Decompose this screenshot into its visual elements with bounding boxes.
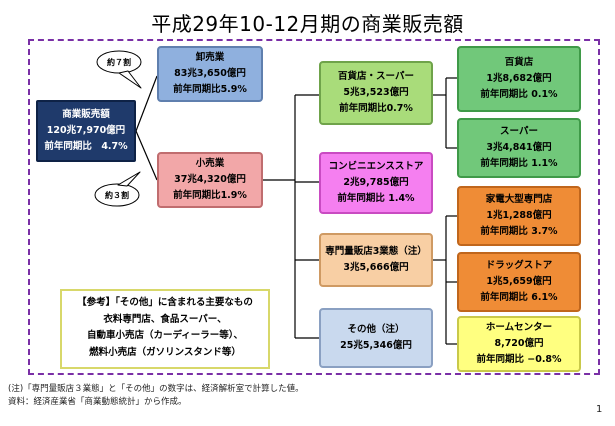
bubble-lower-text: 約３割: [105, 190, 129, 200]
drugstore-box: ドラッグストア 1兆5,659億円 前年同期比 6.1%: [457, 252, 581, 312]
convenience-value: 2兆9,785億円: [343, 177, 409, 189]
connector-total-retail: [135, 130, 158, 181]
retail-value: 37兆4,320億円: [174, 174, 246, 186]
wholesale-label: 卸売業: [195, 52, 225, 64]
total-yoy: 前年同期比 4.7%: [44, 140, 128, 152]
bubble-lower: [94, 171, 141, 207]
other-box: その他（注） 25兆5,346億円: [319, 308, 433, 368]
drugstore-value: 1兆5,659億円: [486, 276, 552, 288]
convenience-box: コンビニエンスストア 2兆9,785億円 前年同期比 1.4%: [319, 152, 433, 214]
home-center-box: ホームセンター 8,720億円 前年同期比 −0.8%: [457, 316, 581, 372]
connector-total-wholesale: [135, 75, 158, 132]
wholesale-box: 卸売業 83兆3,650億円 前年同期比5.9%: [157, 46, 263, 102]
page-number: 1: [596, 404, 603, 415]
supermarket-yoy: 前年同期比 1.1%: [480, 157, 558, 169]
total-label: 商業販売額: [62, 109, 110, 121]
specialty-label: 専門量販店3業態（注）: [325, 246, 427, 258]
source-note: 資料：経済産業省「商業動態統計」から作成。: [8, 397, 187, 407]
specialty-value: 3兆5,666億円: [343, 262, 409, 273]
department-store-box: 百貨店 1兆8,682億円 前年同期比 0.1%: [457, 46, 581, 112]
footnote: (注)「専門量販店３業態」と「その他」の数字は、経済解析室で計算した値。: [8, 384, 304, 394]
specialty-box: 専門量販店3業態（注） 3兆5,666億円: [319, 233, 433, 287]
department-store-yoy: 前年同期比 0.1%: [480, 88, 558, 100]
retail-box: 小売業 37兆4,320億円 前年同期比1.9%: [157, 152, 263, 208]
supermarket-box: スーパー 3兆4,841億円 前年同期比 1.1%: [457, 118, 581, 178]
reference-line-2: 衣料専門店、食品スーパー、: [103, 313, 227, 325]
electronics-yoy: 前年同期比 3.7%: [480, 225, 558, 237]
reference-box: 【参考】「その他」に含まれる主要なもの 衣料専門店、食品スーパー、 自動車小売店…: [60, 289, 270, 369]
retail-yoy: 前年同期比1.9%: [173, 189, 247, 201]
diagram-frame: [28, 39, 600, 375]
reference-line-4: 燃料小売店（ガソリンスタンド等）: [89, 346, 241, 358]
convenience-label: コンビニエンスストア: [328, 161, 424, 173]
wholesale-yoy: 前年同期比5.9%: [173, 83, 247, 95]
dept-super-value: 5兆3,523億円: [343, 87, 409, 99]
dept-super-yoy: 前年同期比0.7%: [339, 102, 413, 114]
electronics-value: 1兆1,288億円: [486, 210, 552, 222]
wholesale-value: 83兆3,650億円: [174, 68, 246, 80]
bubble-upper-text: 約７割: [107, 57, 131, 67]
electronics-box: 家電大型専門店 1兆1,288億円 前年同期比 3.7%: [457, 186, 581, 246]
reference-line-3: 自動車小売店（カーディーラー等）、: [86, 330, 244, 342]
drugstore-label: ドラッグストア: [485, 260, 553, 272]
other-label: その他（注）: [347, 324, 405, 336]
other-value: 25兆5,346億円: [340, 340, 412, 351]
home-center-yoy: 前年同期比 −0.8%: [476, 353, 562, 365]
retail-label: 小売業: [195, 158, 225, 170]
electronics-label: 家電大型専門店: [485, 194, 553, 206]
page-title: 平成29年10-12月期の商業販売額: [151, 12, 464, 36]
department-store-value: 1兆8,682億円: [486, 73, 552, 85]
total-value: 120兆7,970億円: [46, 125, 126, 137]
convenience-yoy: 前年同期比 1.4%: [337, 192, 415, 204]
supermarket-label: スーパー: [500, 126, 538, 138]
dept-super-box: 百貨店・スーパー 5兆3,523億円 前年同期比0.7%: [319, 61, 433, 125]
total-sales-box: 商業販売額 120兆7,970億円 前年同期比 4.7%: [36, 100, 136, 162]
reference-line-1: 【参考】「その他」に含まれる主要なもの: [77, 297, 253, 308]
supermarket-value: 3兆4,841億円: [486, 142, 552, 154]
drugstore-yoy: 前年同期比 6.1%: [480, 291, 558, 303]
bubble-upper: [96, 50, 142, 89]
home-center-value: 8,720億円: [494, 338, 544, 350]
dept-super-label: 百貨店・スーパー: [338, 71, 414, 83]
department-store-label: 百貨店: [504, 57, 534, 69]
home-center-label: ホームセンター: [485, 322, 553, 334]
